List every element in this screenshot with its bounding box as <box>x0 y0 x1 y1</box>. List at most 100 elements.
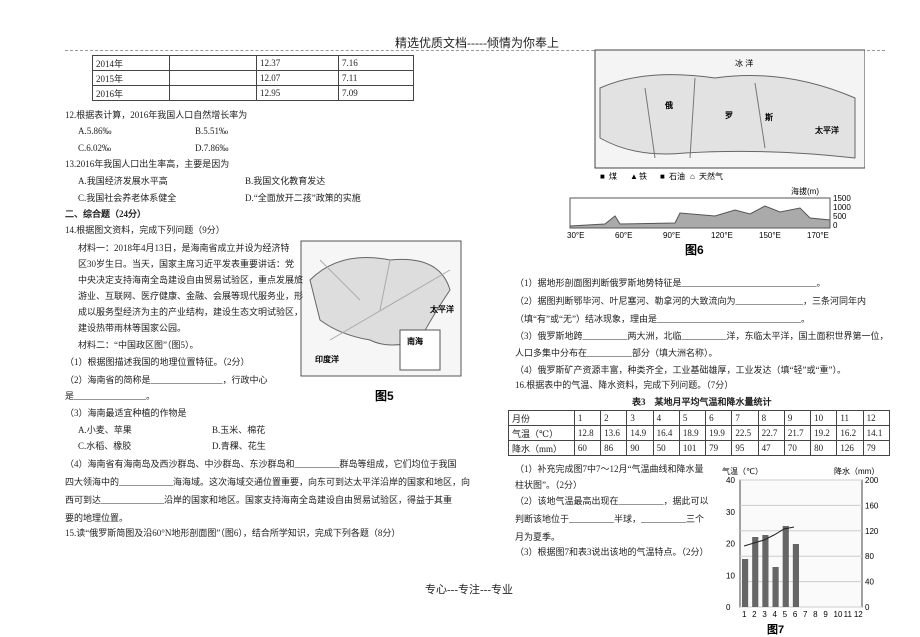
figure-5: 太平洋 南海 印度洋 图5 <box>300 240 462 403</box>
table-cell: 7.09 <box>338 85 414 101</box>
inset <box>399 329 441 371</box>
y-tick-label: 40 <box>726 476 735 485</box>
text: （1）根据图描述我国的地理位置特征。（2分） <box>65 357 250 367</box>
x-tick-label: 150°E <box>759 231 781 240</box>
map-label: 罗 <box>725 111 733 120</box>
map-lines <box>319 259 451 341</box>
text: （4）海南省有海南岛及西沙群岛、中沙群岛、东沙群岛和__________群岛等组… <box>65 459 457 469</box>
option: A.我国经济发展水平高 <box>78 176 168 186</box>
table-cell: 79 <box>862 440 891 456</box>
table-cell: 12.07 <box>256 70 339 86</box>
bar <box>792 544 799 607</box>
map-label: 南海 <box>407 336 423 346</box>
table-cell: 2014年 <box>92 55 170 71</box>
table-cell: 6 <box>705 410 733 426</box>
x-tick-label: 120°E <box>711 231 733 240</box>
table-cell: 18.9 <box>678 425 707 441</box>
text: 人口多集中分布在__________部分（填大洲名称）。 <box>515 348 718 358</box>
table-cell: 7.11 <box>338 70 414 86</box>
table-cell: 7 <box>731 410 759 426</box>
x-tick-label: 6 <box>793 610 798 619</box>
bar <box>782 526 789 607</box>
table-cell: 90 <box>626 440 654 456</box>
text: （填“有”或“无”）结冰现象，理由是______________________… <box>515 314 810 324</box>
y-tick-label: 30 <box>726 508 735 517</box>
text: （3）根据图7和表3说出该地的气温特点。（2分） <box>515 547 709 557</box>
table-cell: 降水（mm） <box>508 440 575 456</box>
y-tick-label: 80 <box>865 552 874 561</box>
y-tick-label: 1000 <box>833 203 851 212</box>
x-tick-label: 170°E <box>807 231 829 240</box>
table-cell: 14.9 <box>626 425 654 441</box>
x-tick-label: 12 <box>854 610 863 619</box>
option: B.5.51‰ <box>195 126 229 136</box>
y-tick-label: 200 <box>865 476 879 485</box>
x-tick-label: 7 <box>803 610 808 619</box>
map-label: 俄 <box>664 100 673 110</box>
text: 成以服务型经济为主的产业结构，建设生态文明试验区， <box>78 307 304 317</box>
axis-title: 海拔(m) <box>791 186 819 196</box>
option: D.青稞、花生 <box>212 441 266 451</box>
y-tick-label: 500 <box>833 212 847 221</box>
header: 精选优质文档-----倾情为你奉上 <box>395 36 559 50</box>
text: 西可到达______________沿岸的国家和地区。国家支持海南全岛建设自由贸… <box>65 495 453 505</box>
table-cell: 8 <box>757 410 785 426</box>
text: 材料二：“中国政区图”（图5）。 <box>78 340 199 350</box>
text: 判断该地位于__________半球，__________三个 <box>515 514 705 524</box>
table-cell: 21.7 <box>783 425 812 441</box>
legend-icon: ■ <box>660 172 665 181</box>
text: 柱状图”。（2分） <box>515 480 582 490</box>
table-cell: 10 <box>810 410 838 426</box>
y-tick-label: 0 <box>833 221 838 230</box>
table-cell: 70 <box>783 440 812 456</box>
map-label: 太平洋 <box>429 304 454 314</box>
x-tick-label: 9 <box>823 610 828 619</box>
map-label: 太平洋 <box>814 125 839 135</box>
x-tick-label: 30°E <box>567 231 584 240</box>
caption: 图5 <box>375 389 394 403</box>
table-row: 降水（mm） 60 86 90 50 101 79 95 47 70 80 126 79 <box>508 440 891 456</box>
chart-frame <box>739 479 863 608</box>
x-tick-label: 90°E <box>663 231 680 240</box>
option: A.5.86‰ <box>78 126 112 136</box>
table-row: 气温（℃） 12.8 13.6 14.9 16.4 18.9 19.9 22.5 22.7 21.… <box>508 425 891 441</box>
text: 15.读“俄罗斯简图及沿60°N地形剖面图”（图6），结合所学知识，完成下列各题… <box>65 528 401 538</box>
x-tick-label: 4 <box>773 610 778 619</box>
x-tick-label: 10 <box>834 610 843 619</box>
table-row: 2014年 12.37 7.16 <box>92 55 414 71</box>
map-land <box>599 74 856 159</box>
table-cell: 19.9 <box>705 425 733 441</box>
table-cell: 50 <box>652 440 680 456</box>
table-cell: 60 <box>573 440 602 456</box>
table-cell: 2 <box>600 410 628 426</box>
x-tick-label: 60°E <box>615 231 632 240</box>
table-cell: 79 <box>705 440 733 456</box>
legend-label: 天然气 <box>699 171 723 181</box>
table-cell: 气温（℃） <box>508 425 575 441</box>
x-tick-label: 1 <box>742 610 747 619</box>
legend-label: 铁 <box>639 171 647 181</box>
map-label: 印度洋 <box>315 354 339 364</box>
table-cell <box>169 70 257 86</box>
bar <box>752 537 759 607</box>
table-cell: 9 <box>783 410 812 426</box>
table-cell <box>169 55 257 71</box>
rivers <box>644 77 766 159</box>
option: D.“全面放开二孩”政策的实施 <box>245 193 361 203</box>
table-cell: 22.7 <box>757 425 785 441</box>
axis-title: 气温（℃） <box>722 466 763 476</box>
footer: 专心---专注---专业 <box>425 584 513 596</box>
caption: 图6 <box>685 243 704 257</box>
y-tick-label: 1500 <box>833 194 851 203</box>
table-cell: 11 <box>836 410 864 426</box>
map-label: 斯 <box>765 112 773 122</box>
table-cell <box>169 85 257 101</box>
text: （2）海南省的简称是________________，行政中心 <box>65 375 268 385</box>
option: C.我国社会养老体系健全 <box>78 193 177 203</box>
map-label: 冰 洋 <box>735 58 753 68</box>
table-cell: 7.16 <box>338 55 414 71</box>
text: （1）据地形剖面图判断俄罗斯地势特征是_____________________… <box>515 278 826 288</box>
section-title: 二、综合题（24分） <box>65 209 147 219</box>
table-row: 2015年 12.07 7.11 <box>92 70 414 86</box>
